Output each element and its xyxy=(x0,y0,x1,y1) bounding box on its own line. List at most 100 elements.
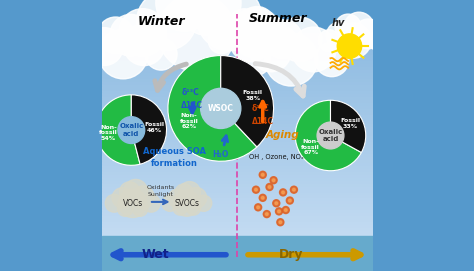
Text: Aqueous SOA
formation: Aqueous SOA formation xyxy=(143,147,206,167)
Bar xyxy=(101,202,373,205)
Bar xyxy=(101,74,373,77)
Bar xyxy=(101,205,373,208)
Bar xyxy=(101,155,373,158)
Circle shape xyxy=(85,28,123,66)
Text: Oxidants
Sunlight: Oxidants Sunlight xyxy=(146,185,174,197)
Bar xyxy=(101,80,373,83)
Circle shape xyxy=(175,0,241,36)
Text: δ¹³C: δ¹³C xyxy=(182,88,199,97)
Bar xyxy=(101,122,373,125)
Circle shape xyxy=(132,201,148,216)
Bar xyxy=(101,158,373,161)
Circle shape xyxy=(255,204,262,211)
Circle shape xyxy=(196,195,212,211)
Circle shape xyxy=(142,194,160,212)
Wedge shape xyxy=(330,100,366,153)
Circle shape xyxy=(118,117,145,143)
Bar xyxy=(101,116,373,119)
Circle shape xyxy=(239,7,275,42)
Text: Dry: Dry xyxy=(279,248,303,261)
Circle shape xyxy=(228,9,260,40)
Wedge shape xyxy=(96,95,140,165)
Bar xyxy=(101,250,373,253)
Bar xyxy=(101,268,373,271)
Circle shape xyxy=(119,9,166,56)
Circle shape xyxy=(168,189,187,208)
Circle shape xyxy=(264,20,302,59)
Bar xyxy=(101,128,373,131)
Circle shape xyxy=(282,191,284,194)
Text: Δ14C: Δ14C xyxy=(252,117,274,127)
Circle shape xyxy=(317,122,344,149)
Circle shape xyxy=(255,188,257,191)
Circle shape xyxy=(162,195,178,211)
Text: Winter: Winter xyxy=(137,15,185,28)
Bar xyxy=(101,95,373,98)
Circle shape xyxy=(275,208,283,215)
Bar xyxy=(101,62,373,65)
Bar xyxy=(101,170,373,173)
Bar xyxy=(101,179,373,182)
Bar xyxy=(101,83,373,86)
Circle shape xyxy=(270,177,277,184)
Bar xyxy=(101,220,373,223)
Circle shape xyxy=(282,207,289,214)
Circle shape xyxy=(259,171,266,178)
Circle shape xyxy=(277,219,284,226)
Circle shape xyxy=(327,22,354,49)
Circle shape xyxy=(175,184,193,202)
Bar xyxy=(101,71,373,74)
Bar xyxy=(101,140,373,143)
Bar xyxy=(101,89,373,92)
Bar xyxy=(101,92,373,95)
Circle shape xyxy=(269,27,297,54)
Bar xyxy=(101,125,373,128)
Text: WSOC: WSOC xyxy=(208,104,234,113)
Bar xyxy=(101,152,373,155)
Circle shape xyxy=(251,31,291,72)
Bar xyxy=(101,56,373,59)
Circle shape xyxy=(251,15,286,50)
Bar xyxy=(101,253,373,256)
Text: Non-
fossil
54%: Non- fossil 54% xyxy=(99,125,118,141)
Text: Fossil
38%: Fossil 38% xyxy=(243,90,263,101)
Circle shape xyxy=(266,183,273,191)
Circle shape xyxy=(273,200,280,207)
Circle shape xyxy=(289,199,291,202)
Wedge shape xyxy=(221,56,273,147)
Bar xyxy=(101,193,373,196)
Circle shape xyxy=(265,33,318,86)
Bar xyxy=(101,149,373,152)
Circle shape xyxy=(132,186,155,209)
Bar xyxy=(101,256,373,259)
Circle shape xyxy=(186,188,207,208)
Circle shape xyxy=(278,210,280,213)
Bar xyxy=(101,119,373,122)
Circle shape xyxy=(284,209,287,211)
Bar xyxy=(101,188,373,191)
Bar xyxy=(101,208,373,211)
Text: VOCs: VOCs xyxy=(123,199,143,208)
Circle shape xyxy=(354,19,383,49)
Bar xyxy=(101,68,373,71)
Text: Oxalic
acid: Oxalic acid xyxy=(319,129,343,142)
Bar xyxy=(101,223,373,226)
Bar xyxy=(101,113,373,116)
Bar xyxy=(101,226,373,229)
Text: Fossil
33%: Fossil 33% xyxy=(340,118,360,129)
Bar xyxy=(101,137,373,140)
Circle shape xyxy=(261,173,264,176)
Wedge shape xyxy=(131,95,166,164)
Circle shape xyxy=(253,186,259,193)
Text: hv: hv xyxy=(332,18,346,28)
Circle shape xyxy=(119,182,140,202)
Circle shape xyxy=(268,186,271,188)
Circle shape xyxy=(105,194,123,212)
Bar xyxy=(101,44,373,47)
Circle shape xyxy=(263,211,270,218)
Circle shape xyxy=(124,179,147,203)
Bar xyxy=(101,247,373,250)
Text: Non-
fossil
67%: Non- fossil 67% xyxy=(301,139,320,156)
Bar xyxy=(101,236,373,271)
Bar xyxy=(101,244,373,247)
